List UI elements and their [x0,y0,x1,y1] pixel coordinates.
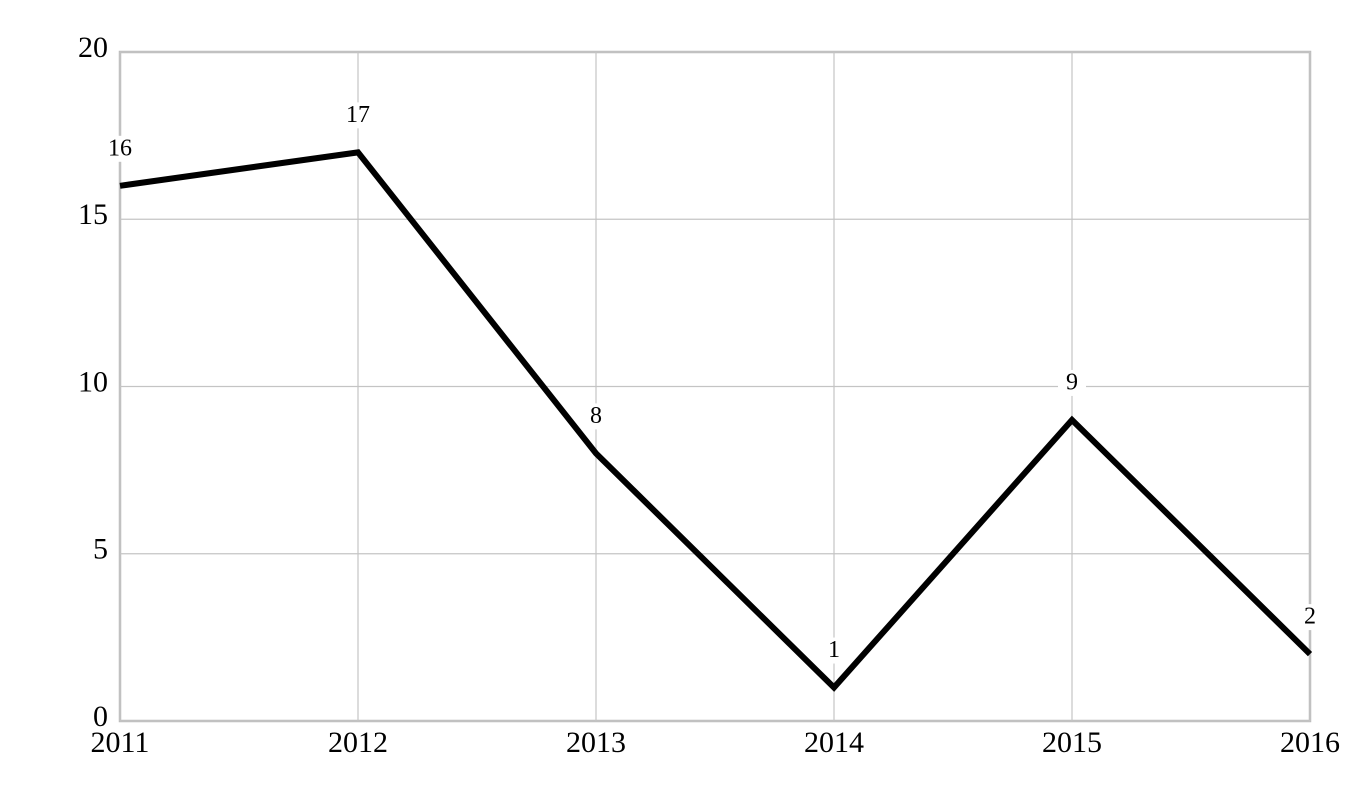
x-tick-label: 2015 [1042,726,1102,759]
y-tick-label: 20 [78,31,108,64]
x-tick-label: 2011 [91,726,150,759]
y-tick-label: 15 [78,198,108,231]
x-tick-label: 2016 [1280,726,1340,759]
data-label: 9 [1066,369,1078,395]
x-tick-label: 2013 [566,726,626,759]
data-label: 1 [828,637,840,663]
data-label: 16 [108,135,132,161]
y-tick-label: 0 [93,700,108,733]
label-bg [106,135,134,162]
label-bg [344,102,372,129]
y-tick-label: 5 [93,533,108,566]
y-tick-label: 10 [78,365,108,398]
data-label: 2 [1304,604,1316,630]
x-tick-label: 2014 [804,726,864,759]
label-bg [1058,369,1086,396]
data-label: 17 [346,102,370,128]
label-bg [582,403,610,430]
data-label: 8 [590,403,602,429]
x-tick-label: 2012 [328,726,388,759]
label-bg [1296,604,1324,631]
label-bg [820,637,848,664]
data-line [119,149,1313,692]
